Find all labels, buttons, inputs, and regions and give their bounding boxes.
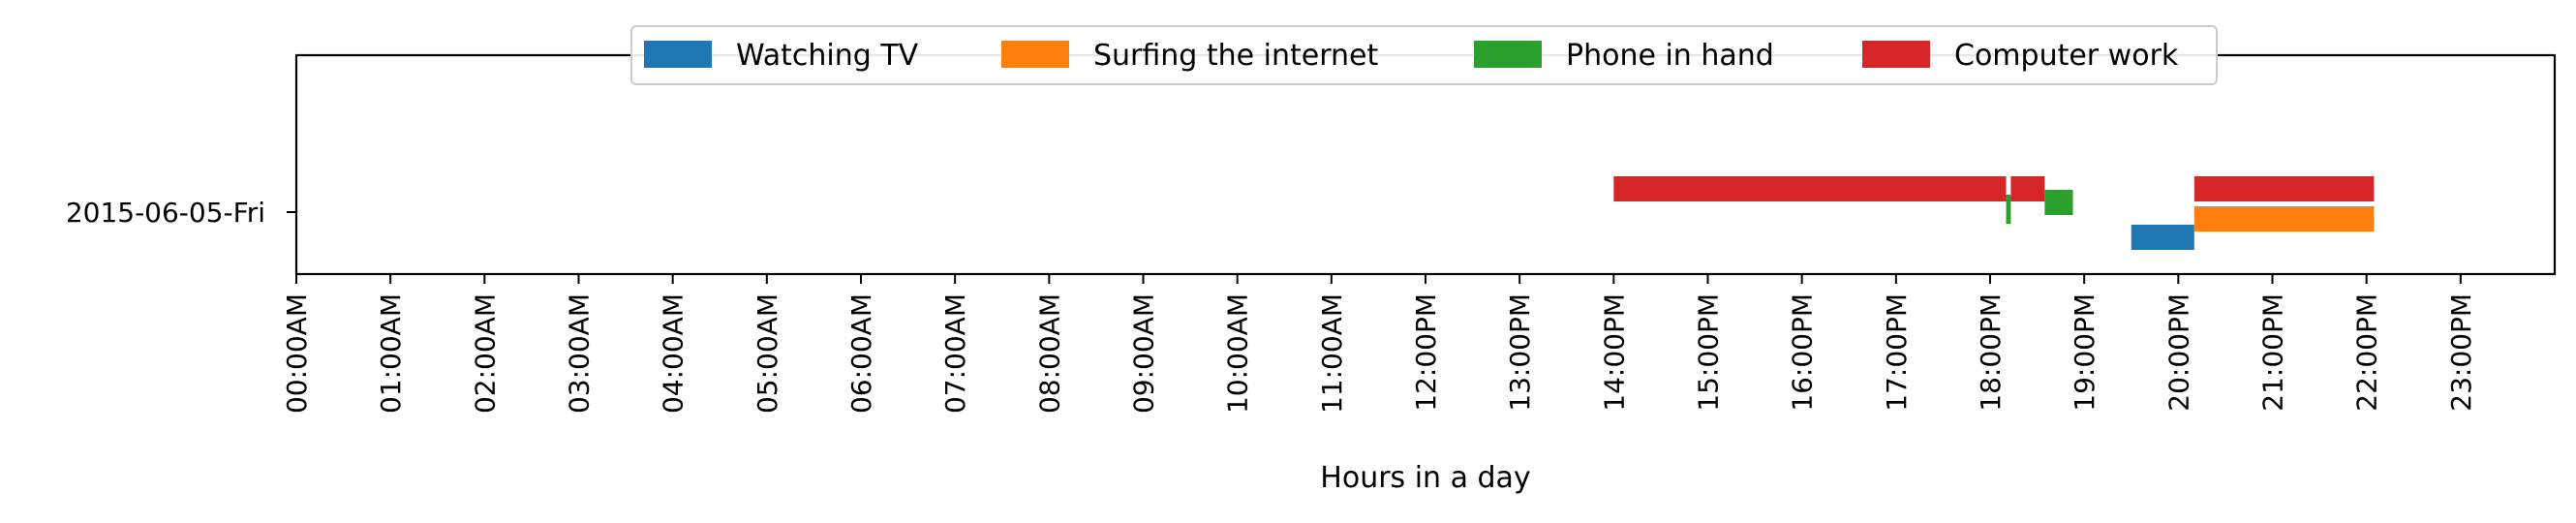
legend-swatch [1001,41,1069,68]
x-tick-label: 00:00AM [281,293,313,414]
x-tick-label: 10:00AM [1222,293,1254,414]
x-tick-label: 21:00PM [2257,293,2289,412]
x-tick-label: 13:00PM [1504,293,1536,412]
x-tick-label: 03:00AM [564,293,596,414]
x-tick-label: 20:00PM [2162,293,2194,412]
x-tick-label: 16:00PM [1787,293,1819,412]
x-tick-label: 04:00AM [658,293,690,414]
bar-watching-tv [2131,225,2194,250]
x-tick-label: 01:00AM [375,293,407,414]
legend-label: Computer work [1954,39,2179,73]
x-tick-label: 15:00PM [1693,293,1725,412]
plot-frame [294,53,2557,276]
legend-label: Surfing the internet [1093,39,1378,73]
legend-swatch [1862,41,1930,68]
x-tick-label: 06:00AM [845,293,877,414]
legend-label: Watching TV [736,39,919,73]
bar-surfing-the-internet [2193,206,2375,231]
bars-layer [1613,176,2375,250]
x-tick-label: 18:00PM [1975,293,2007,412]
x-axis: 00:00AM 01:00AM 02:00AM 03:00AM 04:00AM 05:00… [281,274,2477,414]
x-tick-label: 05:00AM [751,293,783,414]
legend-swatch [644,41,712,68]
bar-phone-in-hand [2044,190,2073,215]
x-tick-label: 07:00AM [939,293,971,414]
x-tick-label: 17:00PM [1881,293,1913,412]
x-tick-label: 12:00PM [1410,293,1442,412]
bar-computer-work [2193,176,2375,201]
y-axis: 2015-06-05-Fri [66,197,296,229]
legend-label: Phone in hand [1566,39,1774,73]
bar-phone-in-hand [2006,195,2011,224]
x-tick-label: 14:00PM [1598,293,1630,412]
y-tick-label: 2015-06-05-Fri [66,197,265,229]
bar-computer-work [1613,176,2007,201]
x-tick-label: 08:00AM [1033,293,1065,414]
x-tick-label: 09:00AM [1128,293,1160,414]
x-tick-label: 11:00AM [1316,293,1348,414]
legend-swatch [1474,41,1542,68]
legend: Watching TV Surfing the internet Phone in … [630,25,2218,85]
x-tick-label: 23:00PM [2445,293,2477,412]
x-tick-label: 22:00PM [2351,293,2383,412]
x-axis-title: Hours in a day [1320,461,1530,495]
x-tick-label: 02:00AM [469,293,501,414]
bar-computer-work [2010,176,2045,201]
x-tick-label: 19:00PM [2069,293,2101,412]
